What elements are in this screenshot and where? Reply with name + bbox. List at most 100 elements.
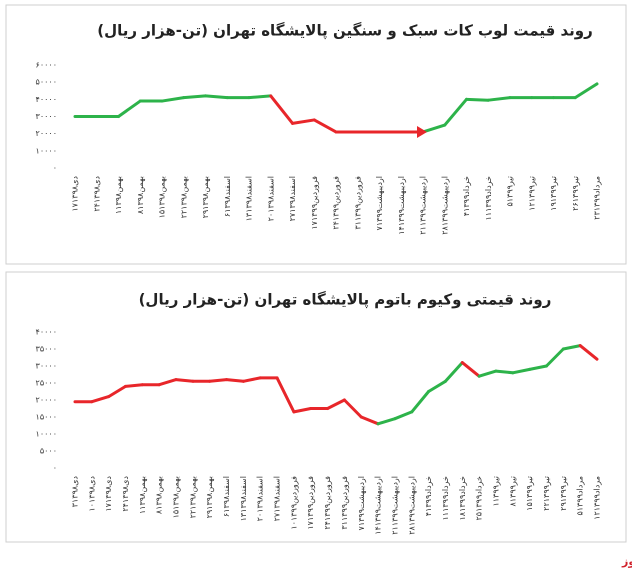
- x-tick-label: ۲۷اسفند۱۳۹۸: [273, 476, 282, 521]
- x-tick-label: ۱۵تیر۱۳۹۹: [525, 476, 534, 511]
- x-tick-label: ۲۳مرداد۱۳۹۹: [593, 176, 602, 220]
- y-tick-label: ۲۰۰۰۰: [36, 396, 57, 405]
- line-segment: [208, 378, 229, 383]
- x-tick-label: ۲۱اردیبهشت۱۳۹۹: [390, 476, 399, 535]
- x-tick-label: ۱۰فروردین۱۳۹۹: [289, 476, 298, 530]
- y-tick-label: ۲۰۰۰۰: [36, 129, 57, 138]
- x-tick-label: ۱۸خرداد۱۳۹۹: [458, 476, 467, 521]
- x-tick-label: ۸بهمن۱۳۹۸: [155, 476, 164, 514]
- x-tick-label: ۴خرداد۱۳۹۹: [424, 476, 433, 516]
- line-segment: [247, 94, 273, 100]
- x-tick-label: ۲۴دی۱۳۹۸: [92, 176, 101, 212]
- x-tick-label: ۲۷اسفند۱۳۹۸: [288, 176, 297, 221]
- x-tick-label: ۲۴دی۱۳۹۸: [121, 476, 130, 512]
- x-tick-label: ۱۷فروردین۱۳۹۹: [310, 176, 319, 230]
- x-tick-label: ۶اسفند۱۳۹۸: [222, 476, 231, 517]
- x-tick-label: ۱بهمن۱۳۹۸: [114, 176, 123, 214]
- line-segment: [511, 367, 532, 375]
- line-segment: [174, 378, 195, 383]
- x-tick-label: ۲۹بهمن۱۳۹۸: [201, 176, 210, 218]
- x-tick-label: ۱۰دی۱۳۹۸: [87, 476, 96, 512]
- line-segment: [292, 407, 313, 414]
- y-tick-label: ۰: [53, 464, 57, 473]
- x-tick-label: ۷اردیبهشت۱۳۹۹: [375, 176, 384, 230]
- x-tick-label: ۲۲بهمن۱۳۹۸: [179, 176, 188, 218]
- x-tick-label: ۱۵بهمن۱۳۹۸: [172, 476, 181, 518]
- x-tick-label: ۲۲بهمن۱۳۹۸: [188, 476, 197, 518]
- x-tick-label: ۶اسفند۱۳۹۸: [223, 176, 232, 217]
- x-tick-label: ۲۶تیر۱۳۹۹: [571, 176, 580, 211]
- x-tick-label: ۳۱فروردین۱۳۹۹: [340, 476, 349, 530]
- line-segment: [117, 99, 142, 118]
- x-tick-label: ۱۴اردیبهشت۱۳۹۹: [397, 176, 406, 235]
- x-tick-label: ۱۷فروردین۱۳۹۹: [306, 476, 315, 530]
- line-segment: [443, 361, 464, 383]
- x-tick-label: ۲۹بهمن۱۳۹۸: [205, 476, 214, 518]
- x-tick-label: ۳۱فروردین۱۳۹۹: [353, 176, 362, 230]
- y-tick-label: ۵۰۰۰۰: [36, 78, 57, 87]
- x-tick-label: ۲۴فروردین۱۳۹۹: [323, 476, 332, 530]
- x-tick-label: ۱۳اسفند۱۳۹۸: [239, 476, 248, 521]
- y-tick-label: ۱۰۰۰۰: [36, 430, 57, 439]
- line-segment: [225, 378, 245, 383]
- x-tick-label: ۱۱خرداد۱۳۹۹: [484, 176, 493, 221]
- y-tick-label: ۶۰۰۰۰: [36, 61, 57, 70]
- line-segment: [124, 383, 144, 388]
- line-segment: [90, 395, 111, 404]
- line-segment: [460, 361, 481, 378]
- y-tick-label: ۳۰۰۰۰: [36, 112, 57, 121]
- x-tick-label: ۸تیر۱۳۹۹: [508, 476, 517, 507]
- x-tick-label: ۸بهمن۱۳۹۸: [136, 176, 145, 214]
- y-tick-label: ۰: [53, 164, 57, 173]
- line-segment: [528, 364, 548, 371]
- x-tick-label: ۱۳اسفند۱۳۹۸: [245, 176, 254, 221]
- chart-title: روند قیمتی وکیوم باتوم پالایشگاه تهران (…: [139, 291, 552, 310]
- x-tick-label: ۱۴اردیبهشت۱۳۹۹: [374, 476, 383, 535]
- y-tick-label: ۵۰۰۰: [40, 447, 57, 456]
- line-segment: [494, 369, 515, 375]
- line-segment: [427, 379, 447, 393]
- x-tick-label: ۱۲مرداد۱۳۹۹: [593, 476, 602, 520]
- x-tick-label: ۱۲تیر۱۳۹۹: [527, 176, 536, 211]
- chart-title: روند قیمت لوب کات سبک و سنگین پالایشگاه …: [97, 22, 593, 41]
- y-tick-label: ۱۵۰۰۰: [36, 413, 57, 422]
- line-segment: [157, 378, 178, 387]
- x-tick-label: ۵تیر۱۳۹۹: [506, 176, 515, 207]
- line-segment: [291, 118, 316, 125]
- x-tick-label: ۲۹تیر۱۳۹۹: [559, 476, 568, 511]
- y-tick-label: ۲۵۰۰۰: [36, 379, 57, 388]
- line-segment: [326, 398, 346, 410]
- x-tick-label: ۱۷دی۱۳۹۸: [104, 476, 113, 512]
- y-tick-label: ۳۵۰۰۰: [36, 345, 57, 354]
- x-tick-label: ۲۲تیر۱۳۹۹: [542, 476, 551, 511]
- x-tick-label: ۲۴فروردین۱۳۹۹: [332, 176, 341, 230]
- x-tick-label: ۱بهمن۱۳۹۸: [138, 476, 147, 514]
- line-segment: [241, 376, 262, 383]
- line-segment: [544, 347, 565, 368]
- x-tick-label: ۷اردیبهشت۱۳۹۹: [357, 476, 366, 530]
- x-tick-label: ۴خرداد۱۳۹۹: [462, 176, 471, 216]
- line-segment: [275, 376, 296, 414]
- line-segment: [160, 96, 186, 103]
- line-segment: [342, 398, 363, 419]
- panel: [5, 4, 627, 265]
- line-segment: [443, 97, 468, 127]
- y-tick-label: ۴۰۰۰۰: [36, 328, 57, 337]
- line-segment: [477, 369, 498, 378]
- source: بورس نیوز: [621, 555, 632, 568]
- x-tick-label: ۱تیر۱۳۹۹: [491, 476, 500, 507]
- x-tick-label: ۱۱خرداد۱۳۹۹: [441, 476, 450, 521]
- x-tick-label: ۳دی۱۳۹۸: [71, 476, 80, 508]
- x-tick-label: ۵مرداد۱۳۹۹: [576, 476, 585, 516]
- line-segment: [393, 410, 414, 421]
- line-segment: [486, 96, 512, 102]
- line-segment: [107, 384, 128, 399]
- line-segment: [204, 94, 229, 100]
- line-segment: [410, 390, 431, 414]
- line-segment: [465, 97, 490, 102]
- line-segment: [359, 415, 380, 426]
- y-tick-label: ۱۰۰۰۰: [36, 146, 57, 155]
- x-tick-label: ۲۰اسفند۱۳۹۸: [266, 176, 275, 221]
- line-segment: [182, 94, 207, 100]
